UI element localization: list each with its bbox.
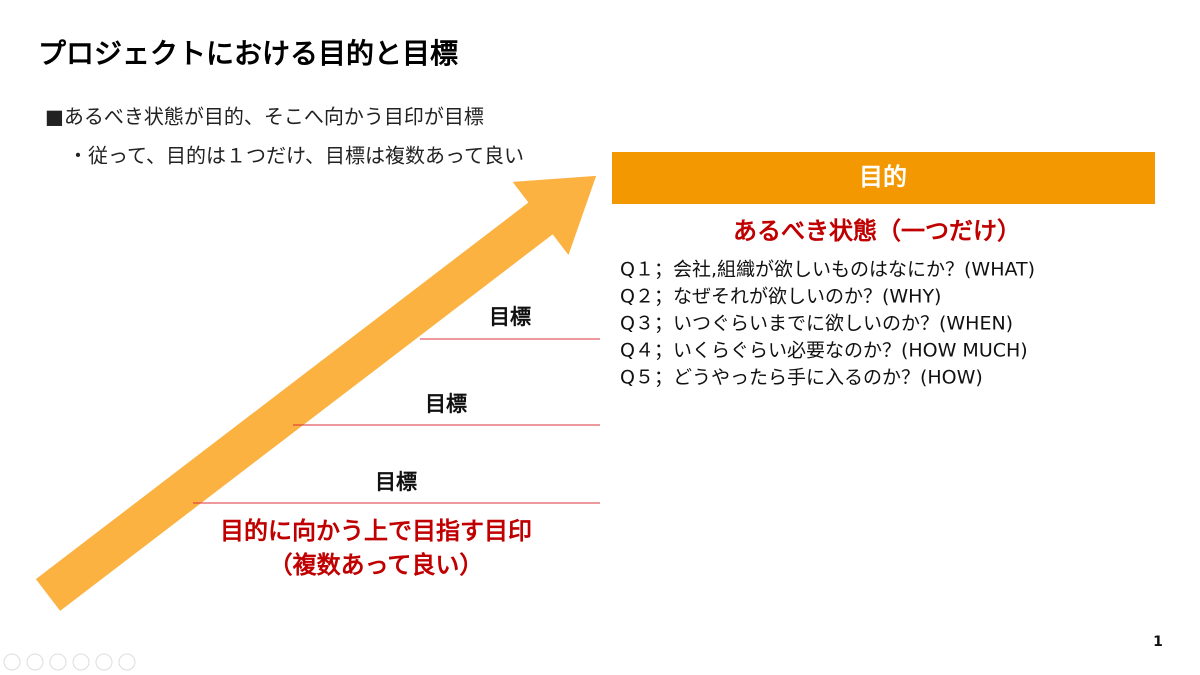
toolbar — [3, 653, 136, 671]
toolbar-button[interactable] — [118, 653, 136, 671]
question: Q１；会社,組織が欲しいものはなにか？(WHAT) — [620, 259, 1035, 281]
question-list: Q１；会社,組織が欲しいものはなにか？(WHAT) Q２；なぜそれが欲しいのか？… — [620, 259, 1035, 389]
toolbar-button[interactable] — [49, 653, 67, 671]
bullet: ■あるべき状態が目的、そこへ向かう目印が目標 — [45, 105, 484, 129]
caption: 目的に向かう上で目指す目印 — [220, 517, 532, 545]
sub-bullet: ・従って、目的は１つだけ、目標は複数あって良い — [68, 144, 524, 168]
caption: （複数あって良い） — [269, 551, 484, 579]
toolbar-button[interactable] — [72, 653, 90, 671]
goal-label: 目標 — [489, 305, 531, 329]
purpose-subtitle: あるべき状態（一つだけ） — [733, 217, 1021, 245]
title: プロジェクトにおける目的と目標 — [38, 37, 458, 70]
toolbar-button[interactable] — [26, 653, 44, 671]
goal-label: 目標 — [425, 392, 467, 416]
page-number: 1 — [1153, 634, 1163, 650]
question: Q２；なぜそれが欲しいのか？(WHY) — [620, 286, 941, 308]
question: Q４；いくらぐらい必要なのか？(HOW MUCH) — [620, 340, 1028, 362]
toolbar-button[interactable] — [3, 653, 21, 671]
question: Q３；いつぐらいまでに欲しいのか？(WHEN) — [620, 313, 1013, 335]
question: Q５；どうやったら手に入るのか？(HOW) — [620, 367, 983, 389]
toolbar-button[interactable] — [95, 653, 113, 671]
purpose-header-box — [612, 152, 1155, 204]
purpose-header: 目的 — [859, 163, 907, 191]
arrow — [35, 175, 597, 611]
goal-label: 目標 — [375, 470, 417, 494]
